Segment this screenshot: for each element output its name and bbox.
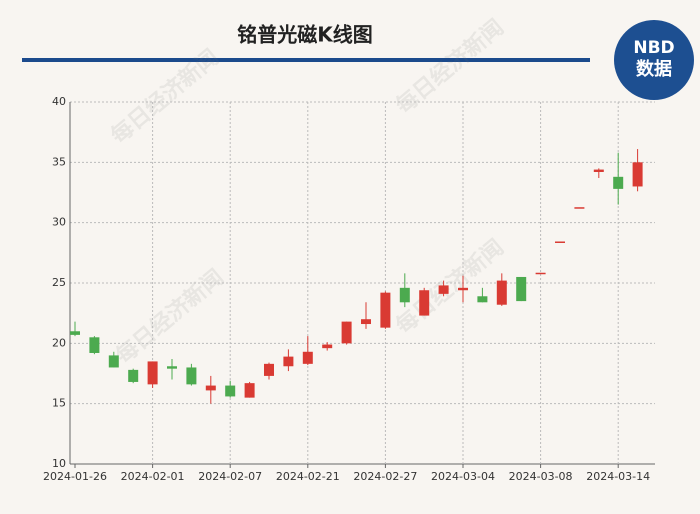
y-tick-label: 35: [52, 155, 66, 168]
candle-body: [264, 363, 274, 376]
watermark: 每日经济新闻: [111, 264, 229, 369]
y-tick-label: 30: [52, 216, 66, 229]
x-tick-label: 2024-03-08: [509, 470, 573, 483]
candle-body: [516, 276, 527, 302]
candle-body: [361, 319, 371, 325]
candle-body: [380, 292, 391, 328]
candle-body: [632, 162, 643, 187]
candle-body: [167, 366, 177, 369]
y-tick-label: 15: [52, 397, 66, 410]
candle-body: [438, 285, 449, 294]
candle-body: [555, 241, 565, 243]
candle-body: [147, 361, 158, 385]
x-tick-label: 2024-02-07: [198, 470, 262, 483]
candle-body: [205, 385, 216, 391]
candle-body: [70, 331, 80, 335]
x-tick-label: 2024-03-04: [431, 470, 495, 483]
candle-body: [302, 351, 313, 364]
watermark: 每日经济新闻: [391, 14, 509, 119]
logo-circle: [614, 20, 694, 100]
candle-body: [108, 355, 119, 368]
candle-body: [593, 169, 604, 172]
candle-body: [574, 207, 585, 209]
x-tick-label: 2024-02-21: [276, 470, 340, 483]
candle-body: [244, 383, 255, 398]
candle-body: [128, 369, 139, 382]
chart-title: 铭普光磁K线图: [237, 23, 373, 47]
candle-body: [341, 321, 352, 344]
candle-body: [186, 367, 197, 385]
logo-brand: NBD: [633, 38, 674, 58]
y-tick-label: 25: [52, 276, 66, 289]
candle-body: [283, 356, 294, 367]
candle-body: [322, 344, 333, 349]
y-tick-label: 40: [52, 95, 66, 108]
candle-body: [225, 385, 236, 397]
watermark: 每日经济新闻: [391, 234, 509, 339]
candle-body: [89, 337, 100, 353]
candle-body: [419, 290, 430, 316]
x-tick-label: 2024-02-27: [353, 470, 417, 483]
x-tick-label: 2024-03-14: [586, 470, 650, 483]
candle-body: [458, 287, 468, 291]
candle-body: [613, 176, 624, 189]
candle-body: [477, 296, 488, 303]
candle-body: [535, 272, 546, 275]
candle-body: [496, 280, 507, 305]
logo-label: 数据: [636, 58, 672, 80]
y-tick-label: 20: [52, 336, 66, 349]
y-tick-label: 10: [52, 457, 66, 470]
candle-body: [399, 287, 410, 303]
x-tick-label: 2024-02-01: [121, 470, 185, 483]
x-tick-label: 2024-01-26: [43, 470, 107, 483]
